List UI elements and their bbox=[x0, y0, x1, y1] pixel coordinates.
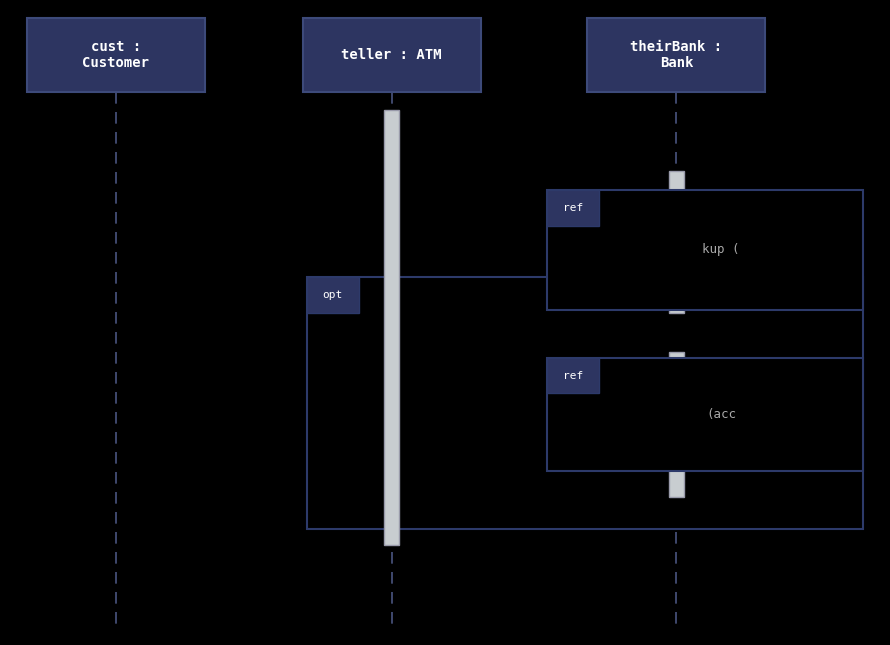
Bar bbox=[547, 358, 599, 393]
Bar bbox=[587, 18, 765, 92]
Bar bbox=[384, 110, 399, 545]
Bar bbox=[669, 171, 684, 313]
Bar bbox=[303, 18, 481, 92]
Bar bbox=[669, 352, 684, 497]
Text: (acc: (acc bbox=[706, 408, 736, 421]
Text: teller : ATM: teller : ATM bbox=[342, 48, 441, 62]
Text: theirBank :
Bank: theirBank : Bank bbox=[630, 40, 723, 70]
Text: ref: ref bbox=[563, 203, 583, 213]
Text: ref: ref bbox=[563, 371, 583, 381]
Text: opt: opt bbox=[323, 290, 343, 300]
Text: kup (: kup ( bbox=[702, 243, 740, 257]
Text: cust :
Customer: cust : Customer bbox=[82, 40, 150, 70]
Bar bbox=[547, 190, 599, 226]
Bar bbox=[547, 190, 863, 310]
Bar bbox=[27, 18, 205, 92]
Bar bbox=[307, 277, 863, 529]
Bar bbox=[547, 358, 863, 471]
Bar bbox=[307, 277, 359, 313]
